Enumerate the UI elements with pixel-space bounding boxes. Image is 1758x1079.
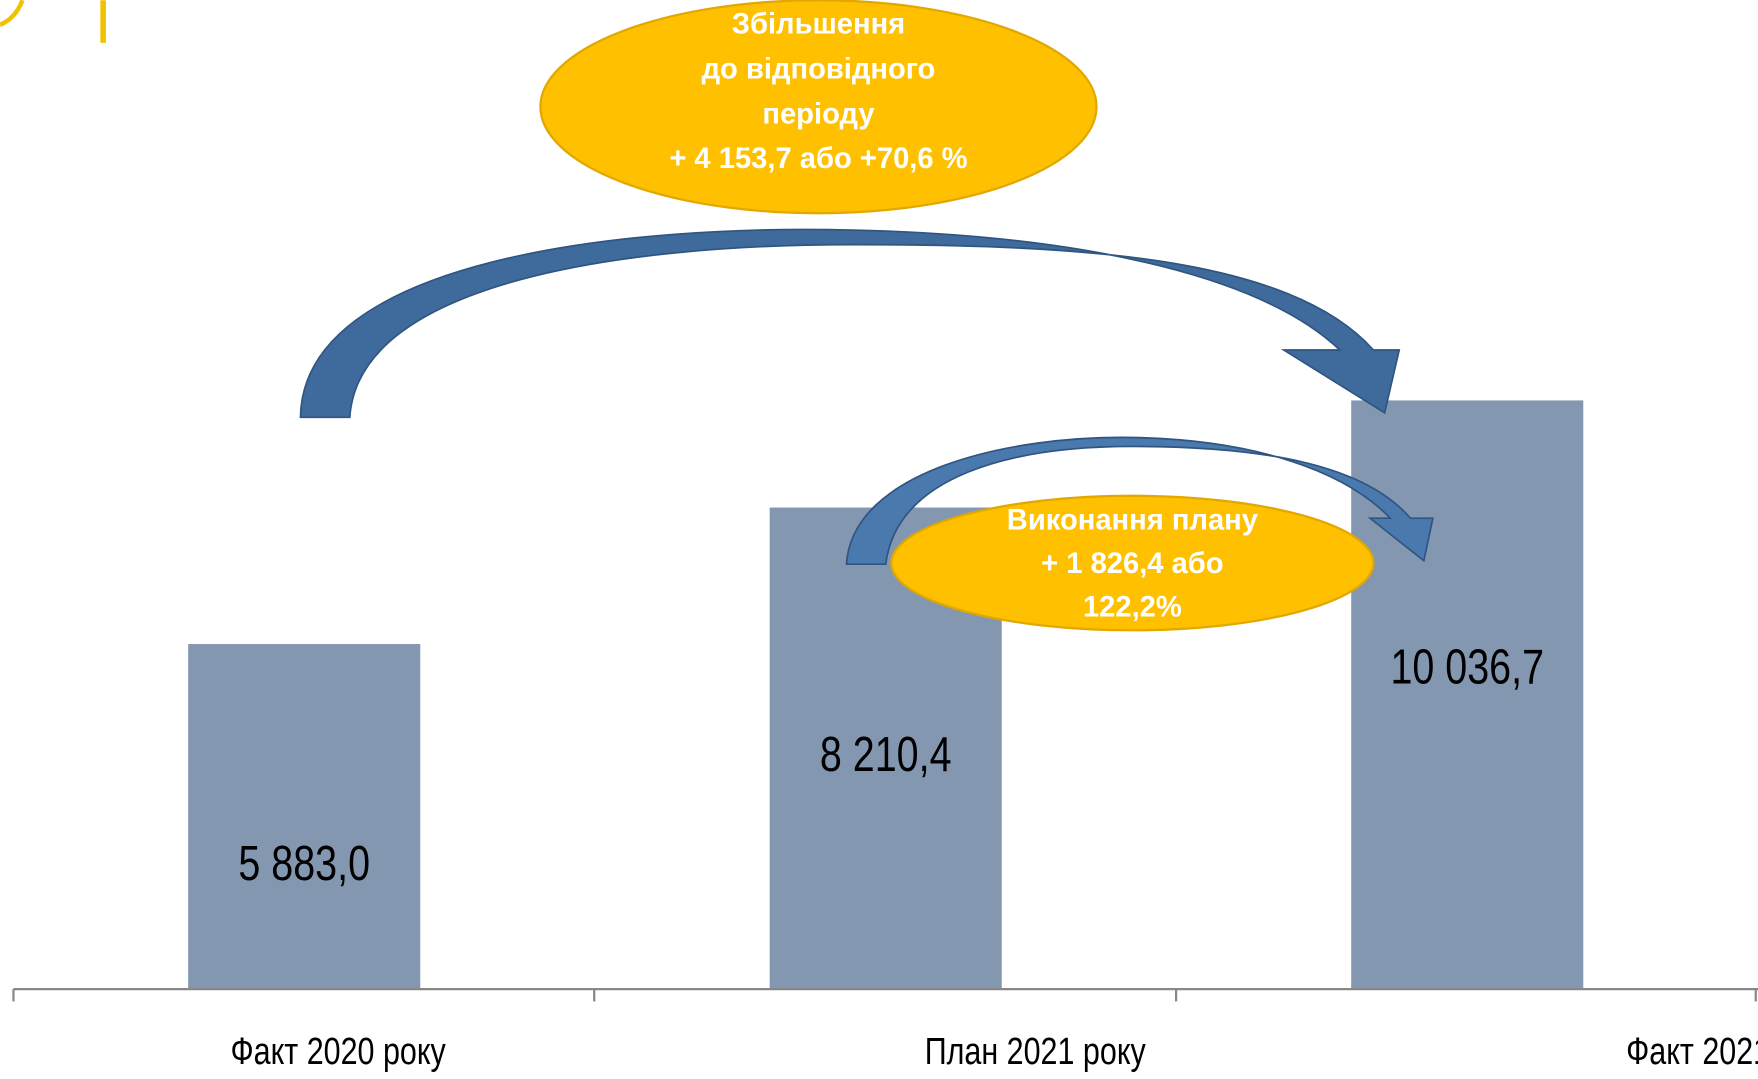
annotation-bubble [539,0,1098,215]
annotation-text: 122,2% [1083,592,1182,624]
annotation-text: Виконання плану [1007,504,1259,536]
value-label: 8 210,4 [820,728,952,782]
labels: 5 883,0 Факт 2020 року 8 210,4 План 2021 ро… [230,9,1758,1073]
annotation-text: + 1 826,4 або [1041,548,1223,580]
annotation-text: до відповідного [702,54,936,86]
annotation-text: Збільшення [732,9,905,41]
bar [188,644,421,990]
x-tick-label: План 2021 року [925,1031,1147,1073]
x-axis-ticks [12,989,1757,1002]
arrow [845,436,1434,566]
arrow [299,228,1401,419]
x-tick-label: Факт 2020 року [230,1031,446,1073]
annotation-text: періоду [762,98,875,130]
logo [0,0,25,27]
x-tick-label: Факт 2021 року [1626,1031,1758,1073]
annotation-bubble [890,494,1375,632]
annotation-text: + 4 153,7 або +70,6 % [669,143,967,175]
value-label: 5 883,0 [238,837,370,891]
value-label: 10 036,7 [1390,641,1544,695]
